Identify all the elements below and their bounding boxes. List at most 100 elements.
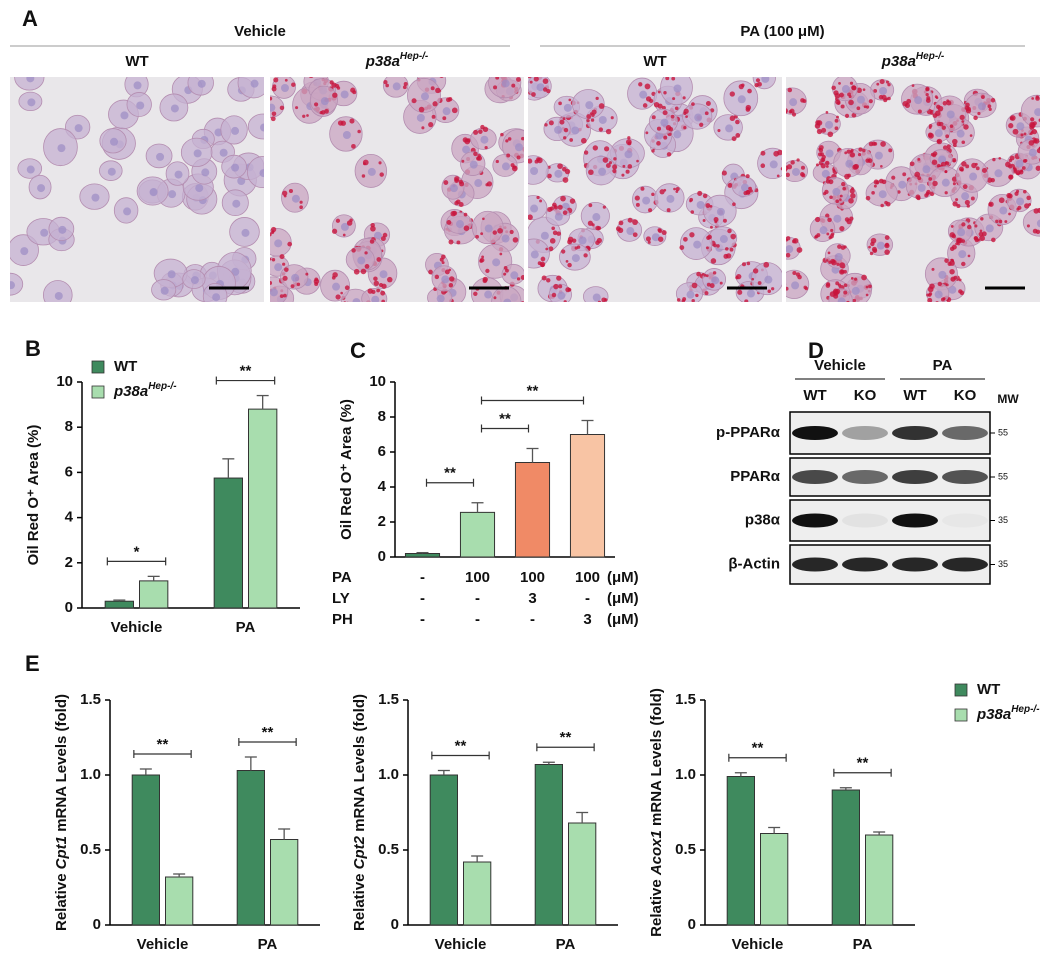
- lipid: [729, 91, 735, 97]
- lipid: [849, 152, 856, 158]
- lipid: [373, 276, 378, 281]
- nucleus: [711, 276, 720, 285]
- x-tick-label: Vehicle: [435, 936, 487, 953]
- lipid: [683, 236, 688, 242]
- lipid: [441, 261, 445, 265]
- nucleus: [554, 169, 563, 178]
- lipid: [536, 72, 539, 75]
- row-label: p38α: [745, 511, 781, 528]
- nucleus: [371, 295, 380, 302]
- lipid: [448, 268, 452, 272]
- y-axis-label: Relative Cpt2 mRNA Levels (fold): [351, 694, 368, 931]
- lipid: [927, 297, 933, 302]
- lipid: [830, 228, 834, 233]
- lipid: [448, 97, 453, 102]
- bar: [760, 833, 789, 926]
- y-label-post: mRNA Levels (fold): [351, 694, 368, 836]
- nucleus: [845, 159, 854, 168]
- lipid: [562, 166, 567, 172]
- nucleus: [26, 165, 35, 174]
- bar: [865, 834, 894, 926]
- nucleus: [592, 213, 601, 222]
- lipid: [856, 87, 862, 94]
- y-tick-label: 1.0: [378, 766, 399, 783]
- cell: [14, 77, 45, 91]
- lipid: [592, 145, 599, 151]
- lipid: [499, 252, 503, 256]
- lipid: [857, 152, 862, 157]
- lipid: [840, 269, 844, 274]
- lipid: [418, 106, 425, 113]
- nucleus: [501, 79, 510, 88]
- lipid: [351, 143, 356, 149]
- lane-label: KO: [954, 387, 977, 404]
- lipid: [515, 301, 516, 302]
- column-title-main: WT: [125, 53, 148, 70]
- lipid: [648, 208, 653, 213]
- nucleus: [190, 276, 199, 285]
- lipid: [504, 304, 509, 309]
- lipid: [839, 198, 842, 201]
- lipid: [370, 225, 376, 232]
- lipid: [493, 85, 498, 90]
- lipid: [524, 93, 527, 96]
- lipid: [816, 233, 821, 238]
- legend-label: WT: [977, 681, 1000, 698]
- nucleus: [231, 126, 240, 135]
- lipid: [332, 92, 338, 98]
- bar: [459, 511, 496, 558]
- nucleus: [557, 291, 566, 300]
- nucleus: [1015, 159, 1024, 168]
- lipid: [834, 126, 839, 131]
- lipid: [841, 181, 846, 187]
- nucleus: [578, 236, 587, 245]
- lipid: [1039, 157, 1040, 162]
- lipid: [787, 87, 793, 93]
- lipid: [868, 99, 873, 104]
- lipid: [462, 137, 468, 143]
- lipid: [884, 235, 890, 240]
- lipid: [314, 102, 319, 107]
- lipid: [676, 298, 681, 302]
- lipid: [381, 299, 386, 302]
- nucleus: [571, 254, 580, 263]
- lipid: [657, 236, 664, 242]
- bar: [463, 861, 492, 926]
- lipid: [868, 245, 871, 249]
- lipid: [704, 111, 709, 116]
- nucleus: [673, 130, 682, 139]
- lipid: [351, 248, 356, 253]
- lipid: [835, 281, 840, 286]
- lipid: [386, 276, 393, 283]
- lipid: [966, 224, 972, 230]
- lipid: [737, 289, 743, 295]
- nucleus: [876, 241, 885, 250]
- lipid: [1032, 138, 1038, 144]
- lipid: [962, 184, 968, 190]
- lipid: [449, 276, 455, 282]
- lipid: [1004, 220, 1008, 224]
- lipid: [380, 290, 386, 296]
- nucleus: [598, 167, 607, 176]
- nucleus: [91, 193, 100, 202]
- lipid: [495, 77, 500, 80]
- nucleus: [898, 180, 907, 189]
- lipid: [902, 172, 907, 177]
- lipid: [380, 236, 386, 242]
- lipid: [986, 177, 993, 183]
- lipid: [663, 135, 668, 140]
- nucleus: [320, 97, 329, 106]
- lipid: [842, 186, 847, 191]
- nucleus: [201, 168, 210, 177]
- lipid: [302, 114, 306, 118]
- lipid: [529, 80, 533, 84]
- lipid: [917, 109, 922, 114]
- lipid: [979, 235, 985, 242]
- lipid: [670, 114, 675, 119]
- lipid: [349, 218, 353, 222]
- lipid: [865, 105, 870, 109]
- lipid: [735, 119, 740, 125]
- bar: [139, 580, 169, 609]
- y-tick-label: 1.5: [378, 691, 399, 708]
- significance: **: [262, 724, 274, 741]
